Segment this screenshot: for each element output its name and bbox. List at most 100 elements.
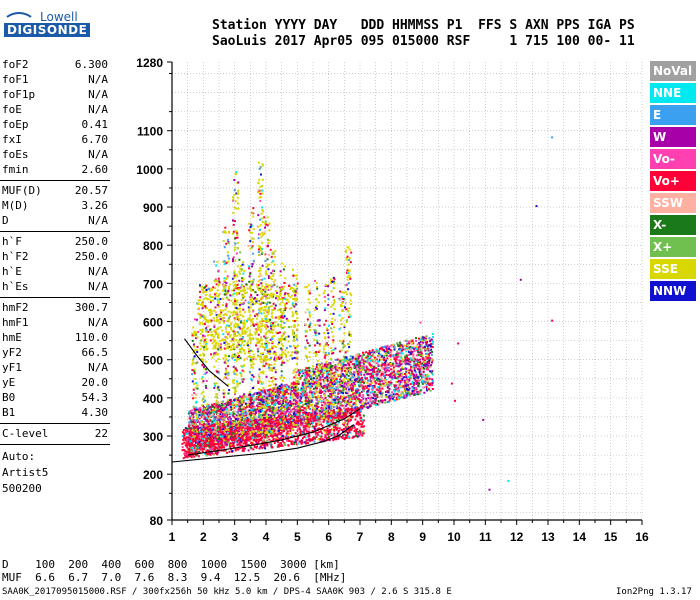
echo-point	[310, 377, 313, 380]
echo-point	[381, 392, 384, 395]
echo-point	[411, 357, 413, 359]
echo-point	[272, 404, 275, 406]
echo-point	[272, 399, 275, 402]
echo-point	[389, 363, 392, 365]
param-row: h`E N/A	[2, 265, 108, 279]
header-line-1: Station YYYY DAY DDD HHMMSS P1 FFS S AXN…	[212, 18, 635, 33]
echo-point	[416, 364, 419, 367]
echo-point	[301, 392, 304, 395]
echo-point	[322, 380, 325, 383]
echo-point	[320, 417, 323, 420]
echo-point	[398, 341, 401, 344]
param-key: h`F	[2, 235, 22, 248]
echo-point	[323, 382, 326, 385]
echo-point	[424, 381, 427, 384]
param-separator	[0, 297, 110, 298]
echo-point	[354, 372, 357, 375]
param-row: foEs N/A	[2, 148, 108, 162]
echo-point	[248, 428, 251, 431]
echo-point	[359, 373, 362, 375]
param-value: N/A	[88, 148, 108, 161]
echo-point	[390, 365, 393, 368]
echo-point	[322, 367, 325, 370]
param-key: foE	[2, 103, 22, 116]
echo-point	[258, 391, 260, 394]
echo-point	[352, 395, 355, 398]
echo-point	[277, 414, 280, 417]
echo-point	[369, 400, 372, 403]
echo-point	[337, 401, 340, 403]
echo-point	[428, 388, 430, 391]
echo-point	[326, 363, 329, 366]
echo-point	[377, 368, 380, 371]
y-tick-label: 1100	[137, 125, 163, 139]
echo-point	[277, 427, 280, 430]
echo-point	[252, 394, 255, 397]
echo-point	[424, 365, 427, 367]
echo-point	[245, 427, 248, 430]
echo-point	[364, 370, 367, 373]
x-tick-label: 11	[479, 530, 492, 544]
echo-point	[418, 365, 421, 368]
echo-point	[396, 350, 399, 353]
echo-point	[245, 398, 248, 401]
echo-point	[431, 373, 434, 376]
param-key: MUF(D)	[2, 184, 42, 197]
echo-point	[415, 383, 418, 385]
echo-point	[375, 367, 378, 370]
echo-point	[329, 366, 332, 369]
echo-point	[210, 409, 213, 412]
auto-line-2: Artist5	[2, 466, 49, 479]
echo-point	[298, 374, 301, 377]
y-tick-label: 700	[143, 277, 163, 291]
echo-point	[405, 377, 408, 380]
echo-point	[313, 377, 315, 380]
echo-point	[393, 374, 396, 377]
echo-point	[295, 409, 298, 412]
echo-point	[278, 385, 281, 388]
echo-point	[226, 399, 229, 402]
param-key: yF2	[2, 346, 22, 359]
echo-point	[343, 369, 346, 372]
echo-point	[390, 393, 393, 396]
echo-point	[361, 380, 364, 383]
param-value: N/A	[88, 88, 108, 101]
echo-point	[190, 420, 193, 423]
echo-point	[220, 406, 223, 409]
echo-point	[336, 369, 339, 372]
echo-point	[286, 409, 289, 412]
echo-point	[294, 394, 297, 397]
param-row: h`F2 250.0	[2, 250, 108, 264]
echo-point	[367, 384, 370, 387]
echo-point	[381, 348, 384, 351]
echo-point	[428, 347, 431, 350]
param-key: foEs	[2, 148, 29, 161]
echo-point	[351, 391, 354, 394]
digisonde-logo: Lowell DIGISONDE	[2, 4, 91, 40]
echo-point	[287, 385, 290, 388]
echo-point	[263, 389, 266, 392]
echo-point	[323, 406, 326, 409]
echo-point	[375, 351, 378, 353]
echo-point	[236, 439, 239, 442]
echo-point	[369, 383, 372, 386]
echo-point	[340, 401, 343, 404]
echo-point	[369, 391, 372, 394]
param-row: h`Es N/A	[2, 280, 108, 294]
echo-point	[406, 392, 409, 395]
echo-point	[395, 354, 398, 356]
echo-point	[318, 391, 321, 394]
echo-point	[387, 363, 390, 366]
echo-point	[421, 382, 424, 385]
echo-point	[384, 401, 387, 404]
echo-point	[233, 399, 236, 402]
echo-point	[211, 426, 213, 429]
echo-point	[319, 382, 322, 385]
echo-point	[378, 402, 381, 405]
param-value: N/A	[88, 265, 108, 278]
echo-point	[397, 384, 400, 386]
echo-point	[344, 376, 346, 379]
echo-point	[424, 357, 427, 360]
echo-point	[327, 394, 330, 397]
echo-point	[409, 373, 412, 376]
